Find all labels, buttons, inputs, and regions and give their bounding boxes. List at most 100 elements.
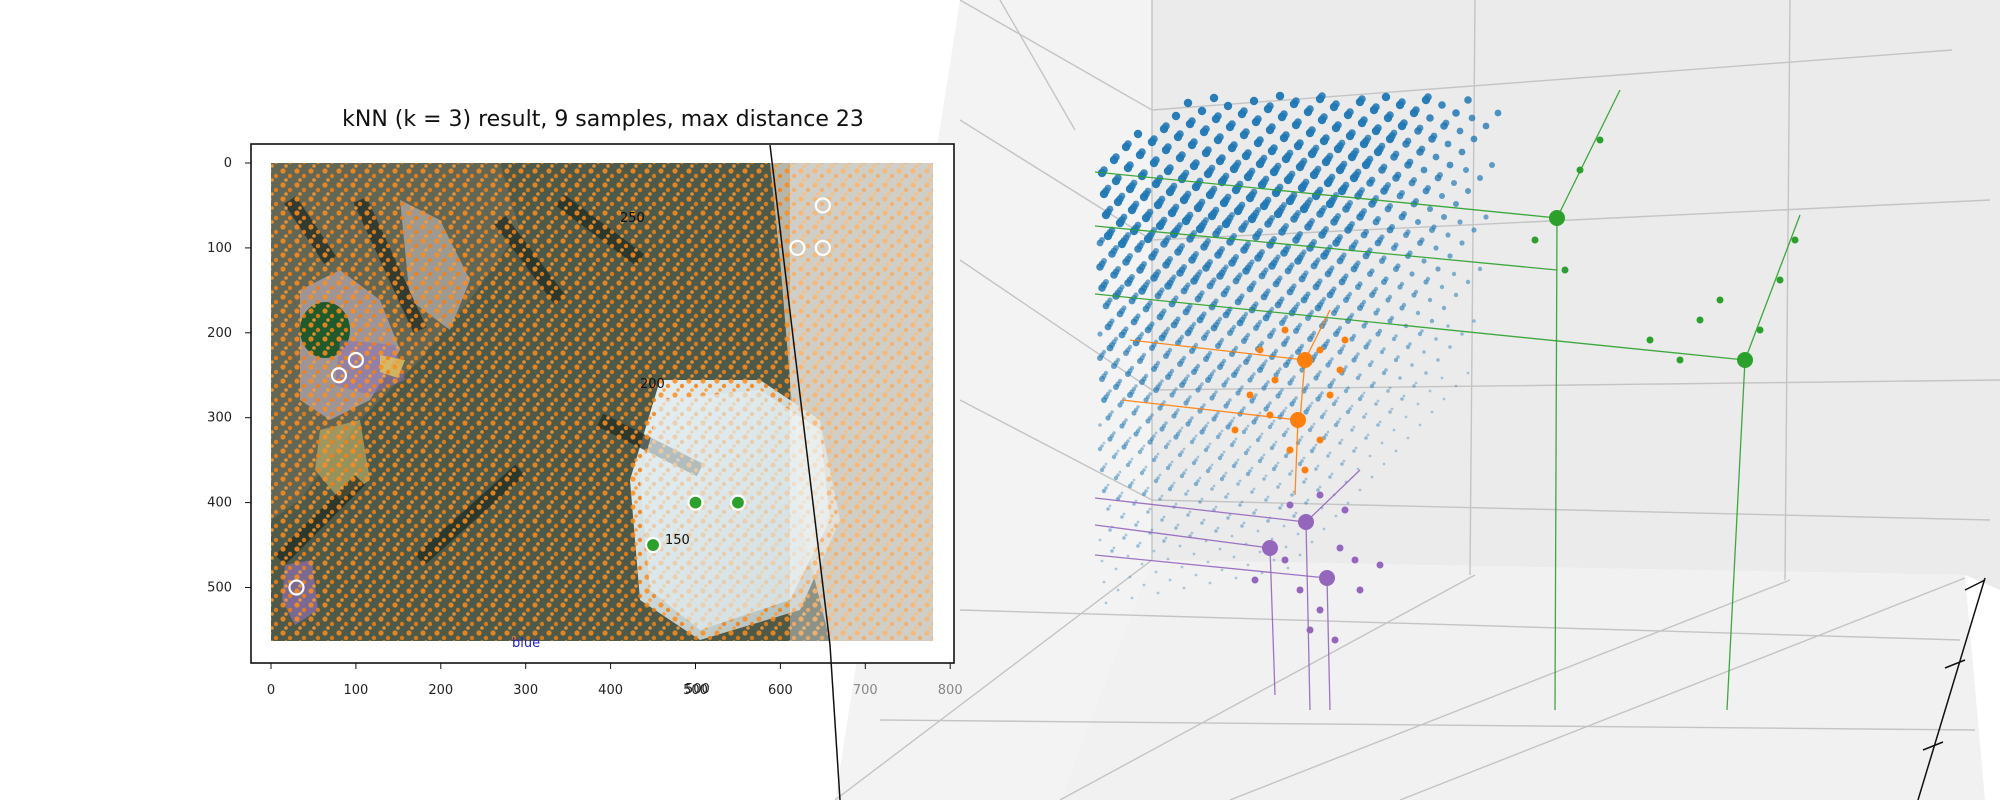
cloud-point (1213, 135, 1223, 145)
cloud-point (1256, 529, 1260, 533)
cloud-point (1205, 377, 1211, 383)
cloud-point (1110, 271, 1118, 279)
cloud-point (1305, 128, 1315, 138)
cloud-point (1294, 257, 1302, 265)
neighbor-point-purple (1306, 626, 1314, 634)
cloud-point (1216, 526, 1220, 530)
cloud-point (1315, 94, 1325, 104)
cloud-point (1433, 245, 1439, 251)
cloud-point (1460, 332, 1464, 336)
cloud-point (1103, 231, 1113, 241)
cloud-point (1271, 466, 1277, 472)
cloud-point (1471, 227, 1477, 233)
cloud-point (1222, 474, 1226, 478)
cloud-point (1434, 174, 1442, 182)
cloud-point (1358, 488, 1362, 492)
cloud-point (1144, 326, 1152, 334)
cloud-point (1321, 157, 1331, 167)
cloud-point (1206, 445, 1210, 449)
cloud-point (1144, 465, 1148, 469)
cloud-point (1349, 173, 1359, 183)
guide-line-green (1094, 293, 1746, 361)
x-tick-label: 0 (267, 683, 275, 698)
cloud-point (1096, 239, 1104, 247)
cloud-point (1163, 353, 1169, 359)
cloud-point (1112, 431, 1116, 435)
cloud-point (1483, 214, 1489, 220)
cloud-point (1262, 477, 1266, 481)
cloud-point (1343, 110, 1353, 120)
cloud-point (1252, 487, 1256, 491)
guide-line-orange (1294, 419, 1299, 496)
cloud-point (1249, 398, 1255, 404)
cloud-point (1186, 374, 1190, 378)
cloud-point (1102, 465, 1106, 469)
cloud-point (1210, 487, 1214, 491)
y-tick-label: 500 (207, 581, 232, 596)
cloud-point (1227, 143, 1237, 153)
cloud-point (1124, 418, 1128, 422)
sample-point-green (644, 536, 662, 554)
cloud-point (1340, 438, 1344, 442)
cloud-point (1228, 513, 1232, 517)
cloud-point (1232, 555, 1236, 559)
neighbor-point-purple (1316, 491, 1324, 499)
cloud-point (1155, 221, 1165, 231)
cloud-point (1357, 396, 1363, 402)
cloud-point (1318, 231, 1326, 239)
cloud-point (1439, 284, 1445, 290)
cloud-point (1210, 463, 1214, 467)
cloud-point (1410, 363, 1414, 367)
cloud-point (1494, 109, 1502, 117)
cloud-point (1332, 239, 1340, 247)
cloud-point (1375, 331, 1381, 337)
cloud-point (1234, 298, 1242, 306)
cloud-point (1182, 308, 1190, 316)
cloud-point (1216, 272, 1224, 280)
sample-point-3d-purple (1298, 514, 1314, 530)
cloud-point (1273, 209, 1283, 219)
neighbor-point-orange (1286, 446, 1294, 454)
cloud-point (1331, 123, 1341, 133)
cloud-point (1215, 156, 1225, 166)
cloud-point (1147, 439, 1153, 445)
cloud-point (1260, 432, 1264, 436)
cloud-point (1309, 448, 1315, 454)
sample-point-green (729, 494, 747, 511)
3d-z-axis (1917, 577, 1986, 800)
cloud-point (1125, 184, 1135, 194)
cloud-point (1414, 127, 1422, 135)
cloud-point (1209, 93, 1219, 103)
cloud-point (1116, 473, 1120, 477)
cloud-point (1320, 391, 1324, 395)
cloud-point (1237, 109, 1247, 119)
cloud-point (1312, 283, 1320, 291)
sample-points (288, 197, 831, 596)
cloud-point (1242, 406, 1246, 410)
cloud-point (1260, 456, 1264, 460)
neighbor-point-green (1696, 316, 1704, 324)
cloud-point (1362, 415, 1366, 419)
contour-label-250: 250 (620, 211, 645, 226)
cloud-point (1263, 104, 1273, 114)
cloud-point (1232, 440, 1236, 444)
cloud-point (1368, 200, 1376, 208)
chart-title: kNN (k = 3) result, 9 samples, max dista… (342, 107, 864, 132)
cloud-point (1222, 311, 1230, 319)
cloud-point (1264, 498, 1268, 502)
cloud-point (1373, 147, 1383, 157)
cloud-point (1212, 230, 1220, 238)
cloud-point (1444, 140, 1452, 148)
cloud-point (1166, 557, 1170, 561)
cloud-point (1293, 328, 1299, 334)
cloud-point (1352, 425, 1356, 429)
cloud-point (1143, 397, 1149, 403)
cloud-point (1278, 228, 1286, 236)
cloud-point (1113, 197, 1123, 207)
cloud-point (1308, 404, 1312, 408)
cloud-point (1252, 511, 1256, 515)
cloud-point (1326, 291, 1334, 299)
cloud-point (1215, 343, 1221, 349)
cloud-point (1121, 142, 1131, 152)
cloud-point (1193, 203, 1203, 213)
